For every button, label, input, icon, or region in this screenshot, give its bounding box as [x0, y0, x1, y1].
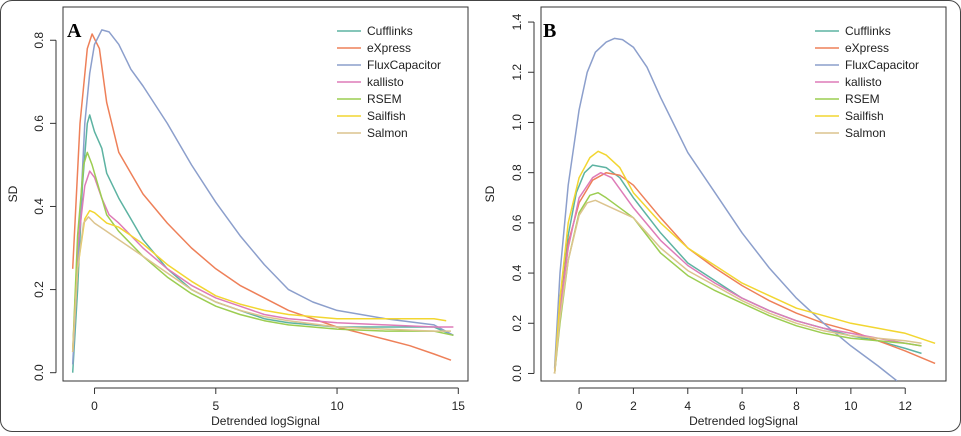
x-tick-label: 10 — [330, 399, 344, 413]
series-line-rsem — [553, 191, 922, 374]
legend-label-fluxcapacitor: FluxCapacitor — [845, 58, 919, 72]
series-line-cufflinks — [553, 164, 922, 374]
legend-label-express: eXpress — [367, 41, 411, 55]
legend-label-sailfish: Sailfish — [845, 109, 884, 123]
legend-label-cufflinks: Cufflinks — [845, 24, 891, 38]
legend-label-salmon: Salmon — [845, 126, 886, 140]
x-tick-label: 0 — [91, 399, 98, 413]
x-tick-label: 15 — [452, 399, 466, 413]
y-tick-label: 0.8 — [32, 32, 46, 49]
y-tick-label: 0.8 — [510, 164, 524, 181]
series-line-cufflinks — [71, 114, 454, 373]
y-tick-label: 0.6 — [510, 214, 524, 231]
legend-label-salmon: Salmon — [367, 126, 408, 140]
legend-label-rsem: RSEM — [367, 92, 402, 106]
y-tick-label: 1.2 — [510, 64, 524, 81]
y-tick-label: 0.2 — [32, 281, 46, 298]
series-line-fluxcapacitor — [553, 37, 898, 381]
legend-label-express: eXpress — [845, 41, 889, 55]
series-line-salmon — [71, 216, 451, 352]
x-tick-label: 10 — [844, 399, 858, 413]
series-lines — [553, 37, 936, 381]
x-axis-label: Detrended logSignal — [689, 414, 798, 428]
y-tick-label: 0.0 — [32, 364, 46, 381]
y-tick-label: 1.0 — [510, 114, 524, 131]
chart-panel-a: 0 5 10 15 0.0 0.2 0.4 0.6 0.8 Detrended logSignal… — [6, 6, 469, 428]
legend-label-sailfish: Sailfish — [367, 109, 406, 123]
plot-area-border — [540, 6, 947, 382]
y-tick-label: 0.4 — [32, 198, 46, 215]
panel-label: B — [543, 20, 556, 42]
y-tick-label: 0.0 — [510, 365, 524, 382]
y-axis-label: SD — [483, 185, 497, 202]
series-line-fluxcapacitor — [71, 29, 454, 365]
series-line-kallisto — [71, 170, 454, 352]
x-tick-label: 0 — [576, 399, 583, 413]
panel-label: A — [67, 20, 82, 42]
y-tick-label: 0.6 — [32, 115, 46, 132]
legend-label-fluxcapacitor: FluxCapacitor — [367, 58, 441, 72]
legend-label-rsem: RSEM — [845, 92, 880, 106]
x-axis-label: Detrended logSignal — [211, 414, 320, 428]
series-line-sailfish — [71, 209, 447, 352]
chart-panel-b: 0 2 4 6 8 10 12 0.0 0.2 0.4 0.6 0.8 1.0 1.2 1.4 Detrend… — [483, 6, 947, 428]
x-tick-label: 12 — [899, 399, 913, 413]
y-axis-label: SD — [6, 185, 20, 202]
series-line-rsem — [71, 151, 454, 352]
series-line-express — [553, 171, 936, 374]
legend: Cufflinks eXpress FluxCapacitor kallisto RSE… — [337, 24, 441, 140]
series-lines — [71, 29, 454, 373]
x-tick-label: 4 — [684, 399, 691, 413]
y-tick-label: 0.4 — [510, 264, 524, 281]
y-tick-label: 0.2 — [510, 315, 524, 332]
series-line-express — [71, 33, 452, 361]
series-line-sailfish — [553, 150, 936, 374]
series-line-salmon — [553, 199, 922, 374]
x-tick-label: 8 — [793, 399, 800, 413]
series-line-kallisto — [553, 171, 922, 374]
plot-area-border — [62, 6, 469, 382]
legend-label-kallisto: kallisto — [367, 75, 404, 89]
y-tick-label: 1.4 — [510, 13, 524, 30]
x-tick-label: 6 — [739, 399, 746, 413]
legend-label-cufflinks: Cufflinks — [367, 24, 413, 38]
legend: Cufflinks eXpress FluxCapacitor kallisto RSE… — [815, 24, 919, 140]
x-tick-label: 2 — [630, 399, 637, 413]
legend-label-kallisto: kallisto — [845, 75, 882, 89]
x-tick-label: 5 — [212, 399, 219, 413]
